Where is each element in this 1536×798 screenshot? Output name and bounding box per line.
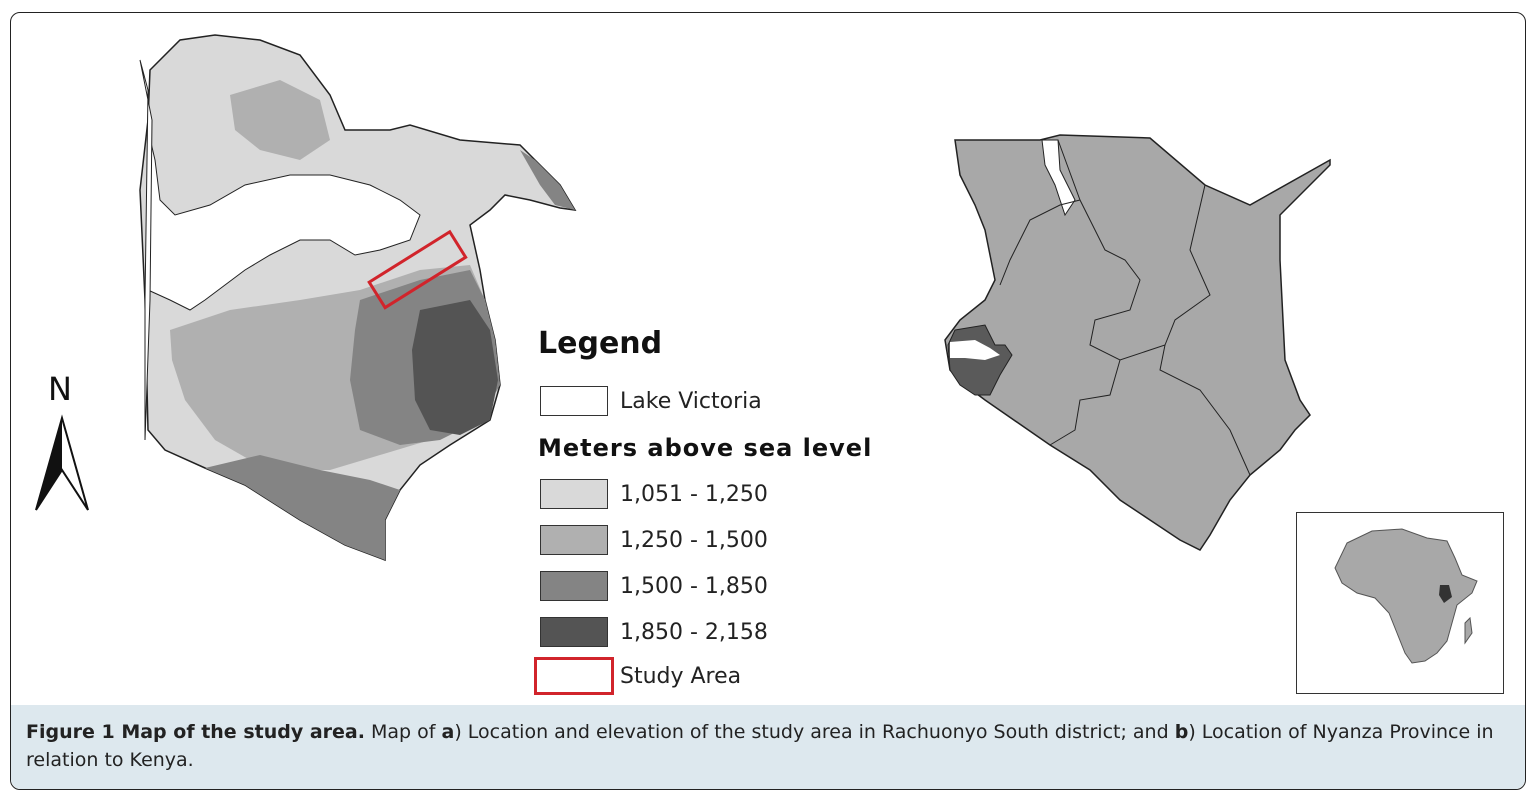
legend-class-4-label: 1,850 - 2,158	[620, 619, 768, 645]
province-boundaries	[999, 139, 1251, 476]
lake-victoria	[147, 129, 421, 311]
legend-study-area-swatch	[534, 657, 614, 695]
figure-caption: Figure 1 Map of the study area. Map of a…	[26, 718, 1506, 774]
legend-elevation-title: Meters above sea level	[538, 434, 873, 462]
lake-turkana	[1041, 139, 1076, 217]
caption-b: b	[1174, 721, 1189, 743]
legend-study-area: Study Area	[534, 657, 741, 695]
kenya-map	[944, 134, 1331, 551]
legend-class-1-swatch	[540, 479, 608, 509]
madagascar	[1464, 616, 1473, 645]
study-area-box	[367, 229, 468, 310]
lake-victoria-west	[139, 59, 153, 441]
legend-class-2-swatch	[540, 525, 608, 555]
caption-text-2: ) Location and elevation of the study ar…	[454, 721, 1175, 743]
caption-a: a	[441, 721, 455, 743]
legend-class-4: 1,850 - 2,158	[540, 617, 768, 647]
caption-band	[11, 705, 1525, 789]
africa-inset	[1296, 512, 1504, 694]
caption-text-3: ) Location of Nyanza Province in relatio…	[26, 721, 1494, 771]
legend-class-1-label: 1,051 - 1,250	[620, 481, 768, 507]
legend-title: Legend	[538, 326, 663, 361]
africa-outline	[1334, 528, 1478, 664]
legend-class-3: 1,500 - 1,850	[540, 571, 768, 601]
africa-inset-map	[1334, 528, 1478, 664]
legend-study-area-label: Study Area	[620, 663, 742, 689]
legend-lake-item: Lake Victoria	[540, 386, 762, 416]
north-arrow-fill	[36, 418, 62, 510]
district-ne-arm	[520, 150, 575, 210]
elevation-1250-1500-south	[205, 455, 400, 560]
legend-lake-swatch	[540, 386, 608, 416]
legend-class-1: 1,051 - 1,250	[540, 479, 768, 509]
legend-class-3-swatch	[540, 571, 608, 601]
caption-label: Figure 1 Map of the study area.	[26, 721, 365, 743]
legend-lake-label: Lake Victoria	[620, 388, 762, 414]
elevation-1250-1500-north	[230, 80, 330, 160]
caption-text-1: Map of	[364, 721, 442, 743]
legend-class-4-swatch	[540, 617, 608, 647]
north-label: N	[48, 370, 72, 408]
legend-class-2-label: 1,250 - 1,500	[620, 527, 768, 553]
legend-class-2: 1,250 - 1,500	[540, 525, 768, 555]
elevation-1850-2158	[412, 300, 498, 435]
kenya-highlight	[1439, 585, 1452, 603]
nyanza-lake-part	[950, 340, 1000, 360]
legend-class-3-label: 1,500 - 1,850	[620, 573, 768, 599]
